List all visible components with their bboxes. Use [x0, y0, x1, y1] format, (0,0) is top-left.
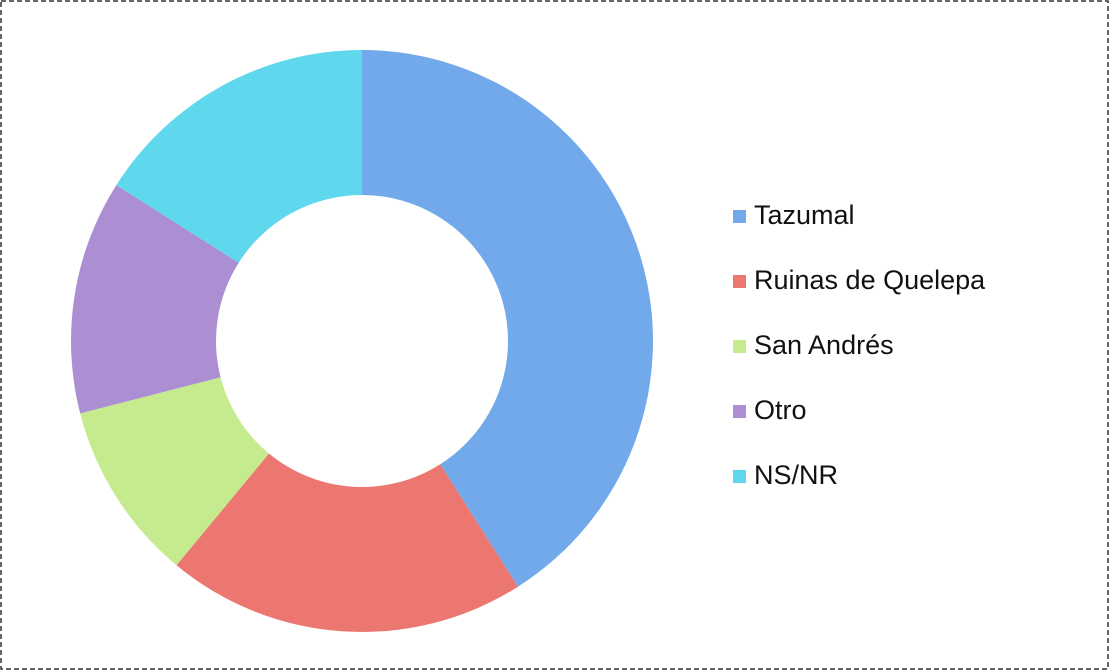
- legend-swatch: [733, 210, 746, 223]
- legend-label: San Andrés: [754, 330, 894, 360]
- legend-swatch: [733, 470, 746, 483]
- legend-label: Otro: [754, 395, 807, 425]
- donut-slice: [71, 185, 239, 414]
- donut-slice: [116, 50, 363, 263]
- legend-label: Tazumal: [754, 200, 855, 230]
- legend-swatch: [733, 405, 746, 418]
- donut-slice: [80, 377, 269, 566]
- donut-slice: [362, 50, 653, 587]
- legend-swatch: [733, 340, 746, 353]
- donut-slice: [176, 453, 518, 632]
- legend-label: NS/NR: [754, 460, 838, 490]
- legend-label: Ruinas de Quelepa: [754, 265, 986, 295]
- legend-swatch: [733, 275, 746, 288]
